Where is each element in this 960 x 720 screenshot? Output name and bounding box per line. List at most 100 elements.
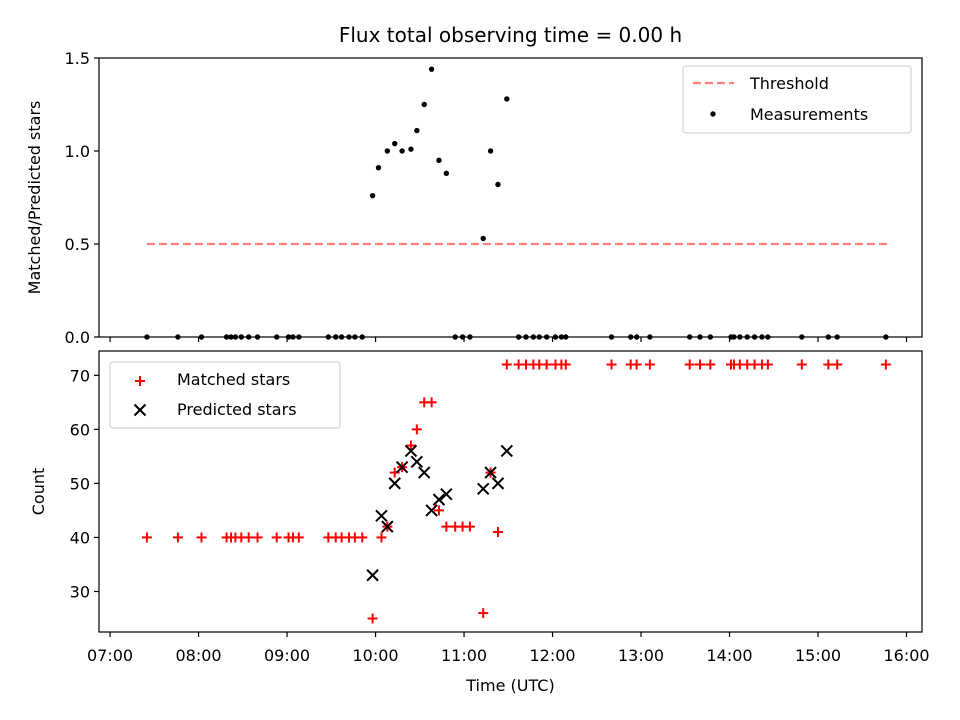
x-tick-label: 12:00 xyxy=(529,646,575,665)
matched-star-marker xyxy=(293,532,304,543)
predicted-star-marker xyxy=(491,477,505,490)
measurement-point xyxy=(495,181,501,188)
predicted-marker-b xyxy=(477,482,490,496)
top-legend: Threshold Measurements xyxy=(682,65,912,134)
matched-star-marker xyxy=(823,359,834,370)
matched-star-marker xyxy=(695,359,706,370)
matched-star-marker xyxy=(684,359,695,370)
x-tick-label: 15:00 xyxy=(795,646,841,665)
predicted-star-marker xyxy=(477,482,490,496)
x-tick-label: 09:00 xyxy=(264,646,310,665)
matched-star-marker xyxy=(357,532,368,543)
predicted-marker-b xyxy=(484,466,497,479)
predicted-star-marker xyxy=(440,487,453,501)
measurement-point xyxy=(504,96,510,102)
bottom-y-tick-label: 50 xyxy=(70,474,90,493)
measurement-point xyxy=(421,101,427,108)
legend-predicted-b xyxy=(133,403,147,417)
measurement-point xyxy=(384,148,391,154)
top-y-tick-label: 1.5 xyxy=(65,49,90,68)
matched-star-marker xyxy=(196,532,207,543)
legend-measurements-label: Measurements xyxy=(750,105,868,124)
predicted-star-marker xyxy=(395,460,409,474)
predicted-star-marker xyxy=(388,477,401,490)
predicted-star-marker xyxy=(484,466,497,479)
matched-star-marker xyxy=(252,532,263,543)
top-y-tick-label: 1.0 xyxy=(65,142,90,161)
predicted-marker-b xyxy=(418,466,431,479)
predicted-star-marker xyxy=(418,466,431,479)
predicted-marker-b xyxy=(432,493,446,506)
legend-matched-label: Matched stars xyxy=(177,370,290,389)
measurement-point xyxy=(408,146,414,152)
bottom-legend-box xyxy=(109,361,341,429)
bottom-y-axis-label: Count xyxy=(29,468,48,516)
measurement-point xyxy=(436,157,442,163)
matched-star-marker xyxy=(426,397,437,408)
matched-star-marker xyxy=(441,521,452,532)
measurement-point xyxy=(392,140,398,147)
matched-star-marker xyxy=(464,521,475,532)
predicted-star-marker xyxy=(432,493,446,506)
bottom-y-tick-label: 70 xyxy=(70,366,90,385)
bottom-panel: 30 40 50 60 70 07:00 08:00 09:00 10:00 11:00 12:00… xyxy=(29,350,930,695)
predicted-marker-b xyxy=(388,477,401,490)
matched-star-marker xyxy=(644,359,655,370)
predicted-marker-b xyxy=(425,504,438,517)
legend-threshold-label: Threshold xyxy=(749,74,829,93)
matched-star-marker xyxy=(478,608,489,619)
matched-star-marker xyxy=(141,532,152,543)
predicted-marker-b xyxy=(404,444,418,458)
measurement-point xyxy=(428,66,435,72)
x-tick-label: 07:00 xyxy=(87,646,133,665)
predicted-marker-b xyxy=(395,460,409,474)
measurement-point xyxy=(414,127,420,134)
predicted-marker-b xyxy=(381,520,394,533)
predicted-star-marker xyxy=(375,509,388,523)
measurement-point xyxy=(487,148,494,154)
measurement-point xyxy=(480,235,486,242)
predicted-marker-b xyxy=(491,477,505,490)
measurement-point xyxy=(369,192,376,199)
predicted-star-marker xyxy=(425,504,438,517)
chart-title: Flux total observing time = 0.00 h xyxy=(339,23,682,47)
matched-star-marker xyxy=(631,359,642,370)
top-y-tick-label: 0.5 xyxy=(65,235,90,254)
matched-star-marker xyxy=(243,532,254,543)
legend-predicted-swatch xyxy=(133,403,147,417)
matched-star-marker xyxy=(832,359,843,370)
matched-star-marker xyxy=(880,359,891,370)
predicted-marker-b xyxy=(410,455,424,468)
legend-measurements-swatch xyxy=(710,111,716,117)
top-y-axis-label: Matched/Predicted stars xyxy=(25,101,44,295)
x-tick-label: 08:00 xyxy=(176,646,222,665)
measurement-point xyxy=(443,170,450,177)
predicted-marker-b xyxy=(440,487,453,501)
matched-star-marker xyxy=(367,613,378,624)
predicted-marker-b xyxy=(366,569,379,582)
bottom-y-tick-label: 30 xyxy=(70,582,90,601)
predicted-star-marker xyxy=(381,520,394,533)
matched-star-marker xyxy=(796,359,807,370)
top-y-tick-label: 0.0 xyxy=(65,328,90,347)
matched-star-marker xyxy=(606,359,617,370)
top-legend-box xyxy=(682,65,912,134)
predicted-star-marker xyxy=(404,444,418,458)
x-axis-label: Time (UTC) xyxy=(465,676,554,695)
predicted-marker-b xyxy=(500,444,514,458)
matched-star-marker xyxy=(271,532,282,543)
measurement-point xyxy=(399,148,405,154)
legend-matched-swatch xyxy=(135,376,145,386)
predicted-star-marker xyxy=(366,569,379,582)
bottom-y-tick-label: 40 xyxy=(70,528,90,547)
matched-star-marker xyxy=(405,440,416,451)
matched-star-marker xyxy=(501,359,512,370)
top-plot-frame xyxy=(98,57,923,338)
matched-star-marker xyxy=(541,359,552,370)
matched-star-marker xyxy=(433,505,444,516)
bottom-y-tick-label: 60 xyxy=(70,420,90,439)
x-tick-label: 14:00 xyxy=(706,646,752,665)
x-tick-label: 13:00 xyxy=(618,646,664,665)
matched-star-marker xyxy=(560,359,571,370)
